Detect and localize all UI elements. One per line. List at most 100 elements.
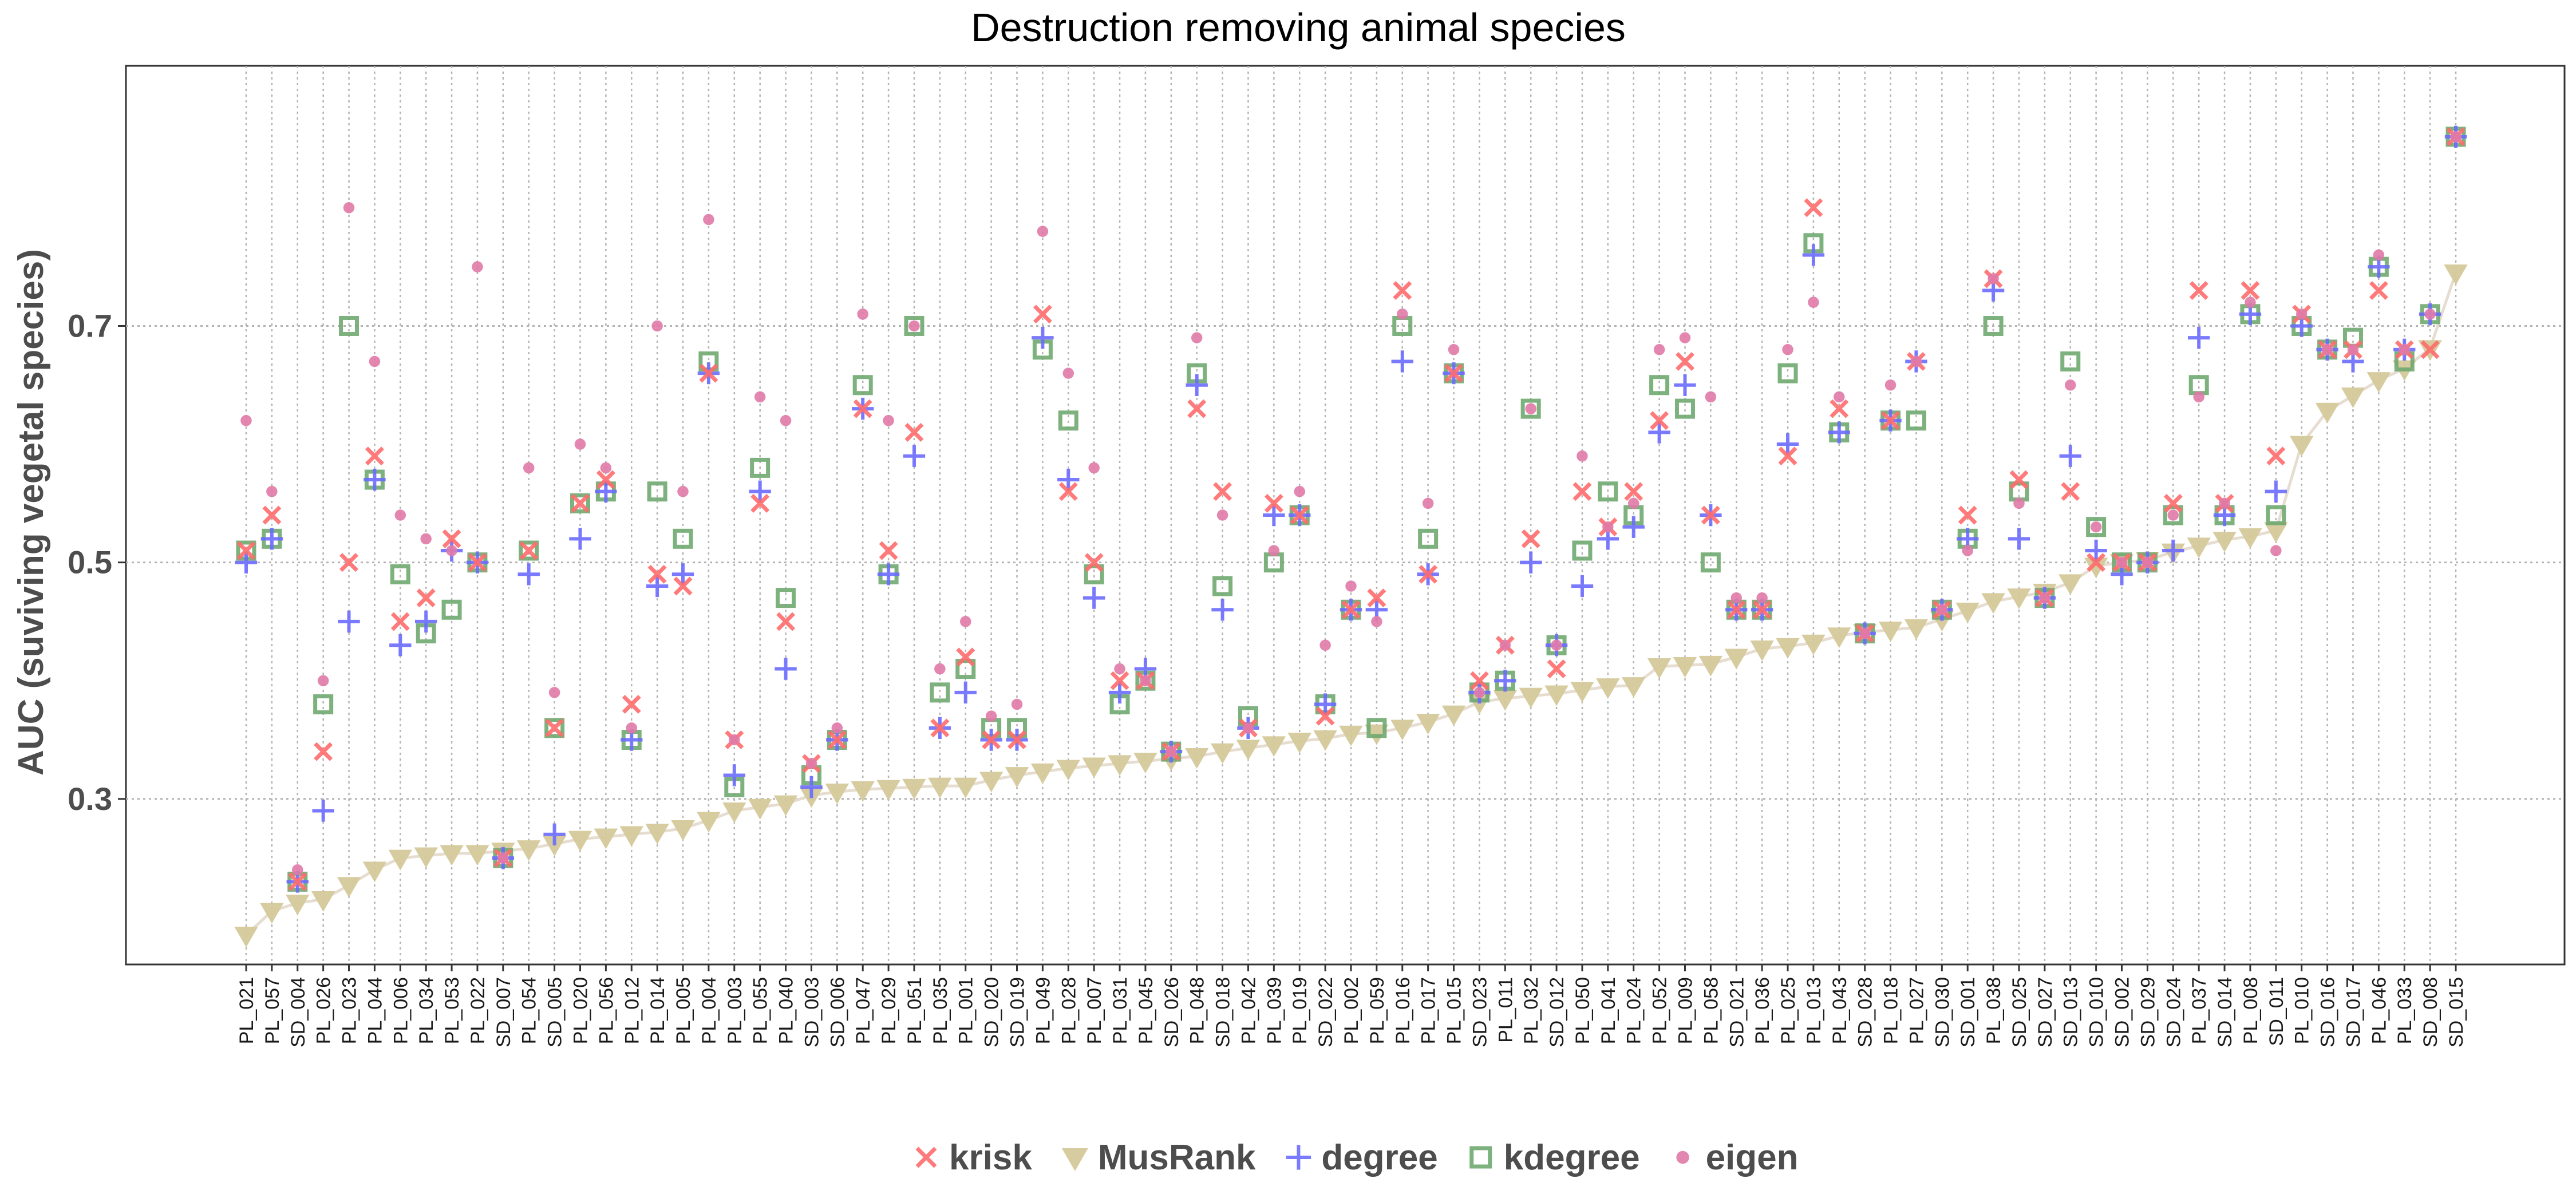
krisk-point	[1110, 671, 1129, 690]
degree-point	[414, 610, 437, 633]
degree-point	[723, 764, 745, 786]
degree-point	[2008, 528, 2030, 550]
legend-label-degree: degree	[1321, 1138, 1437, 1177]
kdegree-point	[750, 457, 771, 478]
krisk-point	[1881, 411, 1901, 430]
krisk-point	[622, 695, 641, 714]
eigen-point	[1319, 639, 1331, 651]
eigen-point	[2450, 131, 2462, 143]
krisk-point	[365, 446, 384, 466]
x-tick-label: PL_037	[2188, 977, 2210, 1044]
degree-point	[1391, 350, 1413, 373]
eigen-point	[1114, 663, 1125, 675]
musrank-point	[1056, 760, 1080, 781]
musrank-point	[1570, 682, 1594, 703]
y-tick-label: 0.7	[68, 307, 112, 343]
eigen-point	[780, 414, 792, 426]
kdegree-point	[673, 528, 693, 549]
kdegree-point	[955, 659, 976, 679]
eigen-point	[266, 485, 278, 497]
x-tick-label: PL_027	[1906, 977, 1927, 1044]
eigen-point	[1268, 545, 1280, 556]
musrank-point	[1519, 687, 1543, 709]
x-tick-label: PL_036	[1752, 977, 1773, 1044]
kdegree-point	[2060, 351, 2081, 371]
eigen-point	[1910, 355, 1922, 367]
krisk-point	[1008, 730, 1026, 749]
kdegree-point	[1212, 576, 1233, 596]
degree-point	[903, 445, 926, 467]
krisk-point	[1573, 482, 1592, 501]
krisk-point	[1830, 399, 1849, 418]
musrank-point	[1313, 730, 1337, 752]
x-tick-label: PL_034	[416, 977, 437, 1044]
kdegree-point	[1700, 552, 1721, 573]
eigen-point	[2193, 391, 2204, 403]
x-tick-label: SD_010	[2086, 977, 2108, 1047]
krisk-point	[1650, 411, 1669, 430]
krisk-point	[1264, 493, 1283, 513]
x-tick-label: PL_059	[1366, 977, 1388, 1044]
eigen-point	[394, 509, 406, 521]
eigen-point	[2373, 249, 2385, 261]
krisk-point	[1469, 671, 1489, 690]
krisk-point	[339, 553, 359, 572]
kdegree-point	[1777, 363, 1798, 383]
musrank-point	[1236, 740, 1261, 761]
kdegree-point	[647, 481, 667, 502]
krisk-point	[750, 493, 770, 513]
krisk-point	[1778, 446, 1797, 466]
x-tick-label: PL_024	[1623, 977, 1645, 1044]
eigen-point	[1988, 273, 1999, 284]
chart-title: Destruction removing animal species	[971, 5, 1626, 50]
x-tick-label: PL_013	[1803, 977, 1825, 1044]
eigen-point	[1756, 592, 1768, 604]
krisk-point	[1315, 706, 1335, 726]
musrank-point	[362, 861, 387, 883]
degree-point	[2265, 480, 2287, 503]
eigen-point	[2219, 497, 2230, 509]
eigen-point	[1294, 485, 1305, 497]
kdegree-point	[904, 315, 924, 336]
musrank-point	[1596, 678, 1620, 699]
musrank-point	[568, 831, 592, 852]
krisk-point	[1058, 482, 1078, 501]
degree-point	[595, 480, 617, 503]
musrank-point	[594, 828, 618, 849]
eigen-point	[2116, 556, 2128, 568]
degree-point	[1057, 468, 1080, 491]
musrank-point	[2366, 372, 2391, 393]
x-tick-label: SD_014	[2214, 977, 2236, 1047]
kdegree-point	[1674, 398, 1695, 419]
x-tick-label: PL_007	[1084, 977, 1105, 1044]
musrank-point	[388, 849, 413, 871]
krisk-point	[853, 399, 872, 418]
kdegree-point	[1598, 481, 1618, 502]
musrank-point	[2264, 522, 2288, 543]
eigen-point	[1216, 509, 1228, 521]
eigen-point	[446, 545, 457, 556]
x-tick-label: PL_043	[1829, 977, 1851, 1044]
musrank-point	[1698, 655, 1723, 677]
musrank-point	[1878, 621, 1903, 642]
x-tick-label: PL_051	[904, 977, 926, 1044]
eigen-point	[626, 722, 638, 734]
degree-point	[2162, 539, 2184, 562]
eigen-point	[754, 391, 766, 403]
musrank-point	[697, 812, 721, 833]
x-tick-label: PL_042	[1238, 977, 1259, 1044]
musrank-point	[1416, 714, 1440, 735]
eigen-point	[1782, 344, 1793, 355]
x-tick-label: PL_012	[621, 977, 643, 1044]
y-tick-label: 0.3	[68, 781, 112, 817]
krisk-point	[1084, 553, 1104, 572]
x-tick-label: SD_005	[544, 977, 566, 1047]
legend-item-musrank: MusRank	[1061, 1138, 1256, 1177]
degree-point	[1263, 504, 1285, 527]
musrank-point	[1108, 755, 1132, 776]
krisk-point	[956, 647, 975, 667]
eigen-point	[574, 438, 586, 450]
x-tick-label: PL_023	[339, 977, 361, 1044]
x-tick-label: PL_052	[1649, 977, 1671, 1044]
krisk-point	[1752, 600, 1772, 619]
